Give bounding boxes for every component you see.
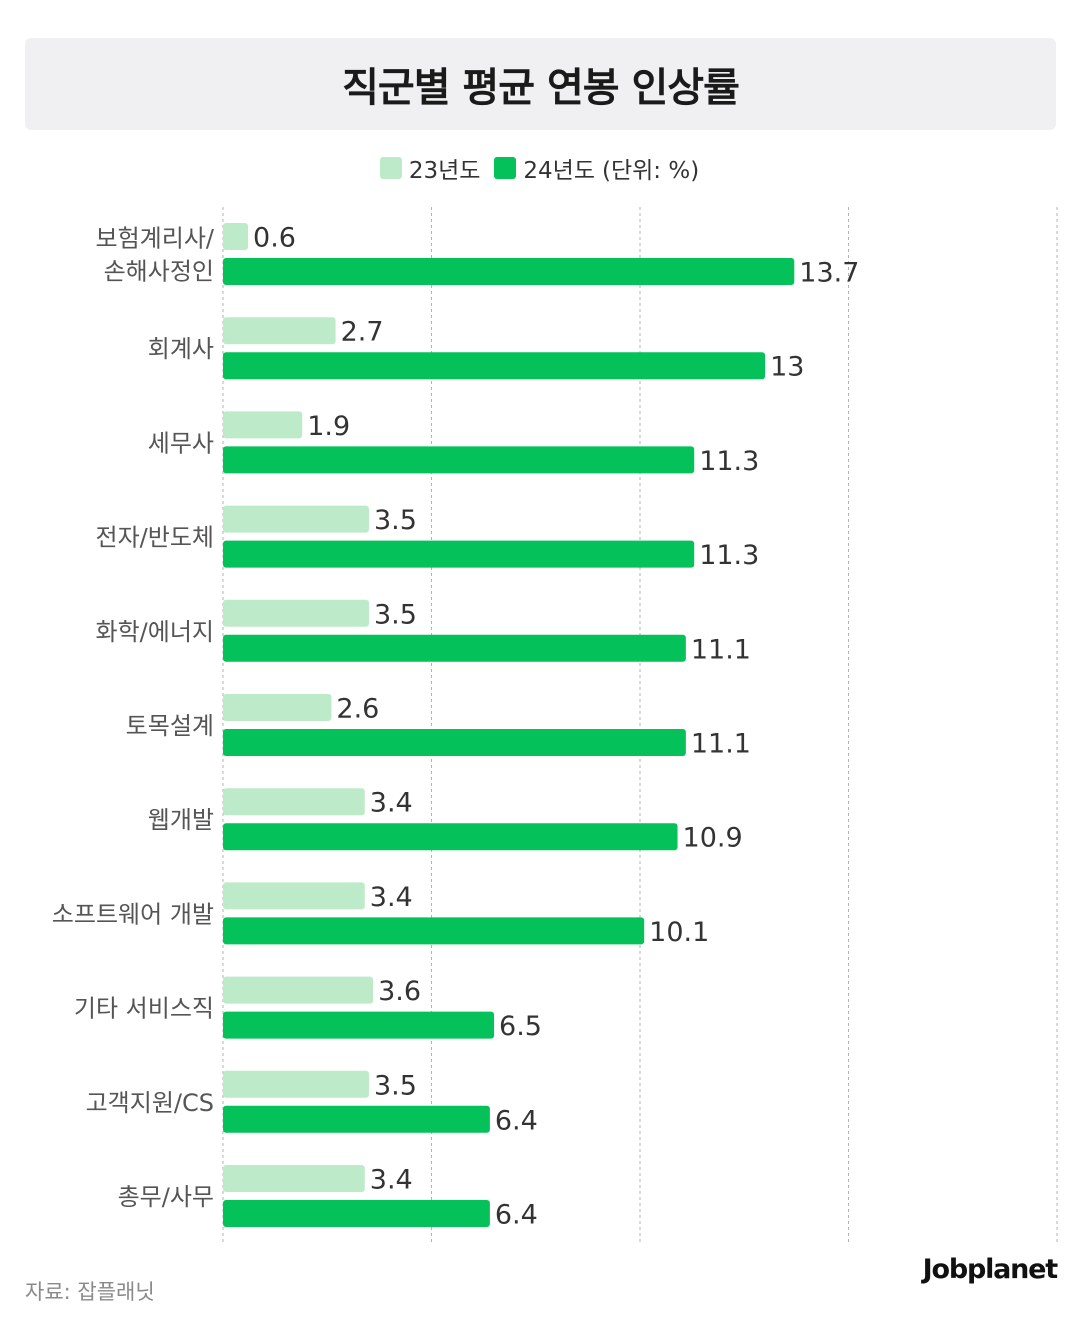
category-label-5: 토목설계 [126, 712, 214, 740]
category-label-6: 웹개발 [148, 806, 214, 834]
category-label-1: 회계사 [148, 335, 214, 363]
legend-unit: (단위: %) [602, 158, 700, 184]
value-label-23-3: 3.5 [374, 505, 417, 536]
value-label-23-9: 3.5 [374, 1070, 417, 1101]
value-label-24-7: 10.1 [649, 917, 709, 948]
bar-24-6 [223, 823, 678, 851]
value-label-24-5: 11.1 [691, 729, 751, 760]
bar-23-0 [223, 223, 249, 250]
bar-24-4 [223, 634, 686, 662]
value-label-23-6: 3.4 [370, 788, 413, 819]
bar-23-5 [223, 694, 332, 721]
bar-23-4 [223, 599, 369, 627]
bar-23-1 [223, 317, 336, 345]
value-label-23-10: 3.4 [370, 1165, 413, 1196]
bar-23-2 [223, 411, 303, 439]
category-label-0-1: 손해사정인 [104, 258, 214, 286]
bar-23-9 [223, 1070, 369, 1098]
bar-24-8 [223, 1011, 495, 1039]
value-label-24-1: 13 [770, 352, 804, 383]
value-label-24-0: 13.7 [799, 258, 859, 289]
category-label-2: 세무사 [148, 429, 214, 457]
legend-label-23: 23년도 [408, 158, 481, 184]
value-label-24-6: 10.9 [683, 823, 743, 854]
bar-24-9 [223, 1105, 490, 1133]
value-label-23-8: 3.6 [378, 976, 421, 1007]
bar-24-5 [223, 729, 686, 756]
value-label-23-1: 2.7 [341, 317, 384, 348]
category-label-8: 기타 서비스직 [74, 995, 214, 1023]
legend-item-24: 24년도 (단위: %) [494, 151, 699, 185]
chart-title: 직군별 평균 연봉 인상률 [342, 65, 740, 111]
category-label-0-0: 보험계리사/ [96, 225, 215, 253]
value-label-23-7: 3.4 [370, 882, 413, 913]
category-label-9: 고객지원/CS [86, 1089, 214, 1117]
bar-24-10 [223, 1200, 490, 1227]
category-label-3: 전자/반도체 [96, 524, 215, 552]
bar-24-7 [223, 917, 645, 945]
source-note: 자료: 잡플래닛 [25, 1280, 155, 1304]
legend-item-23: 23년도 [379, 151, 481, 185]
bar-23-6 [223, 788, 365, 816]
bar-24-2 [223, 446, 695, 474]
value-label-23-5: 2.6 [336, 694, 379, 725]
value-label-24-10: 6.4 [495, 1200, 538, 1231]
bar-23-8 [223, 976, 374, 1004]
bar-24-1 [223, 352, 766, 380]
bar-24-3 [223, 540, 695, 568]
bar-23-10 [223, 1165, 365, 1192]
bar-24-0 [223, 258, 795, 285]
legend-swatch-23 [379, 157, 402, 179]
title-box: 직군별 평균 연봉 인상률 [25, 38, 1056, 130]
value-label-24-9: 6.4 [495, 1105, 538, 1136]
value-label-23-2: 1.9 [307, 411, 350, 442]
value-label-23-0: 0.6 [253, 223, 296, 254]
bar-23-3 [223, 505, 369, 533]
bar-23-7 [223, 882, 365, 910]
category-label-7: 소프트웨어 개발 [52, 900, 214, 928]
value-label-24-2: 11.3 [699, 446, 759, 477]
legend-swatch-24 [494, 157, 517, 179]
jobplanet-logo: Jobplanet [922, 1254, 1059, 1285]
value-label-24-4: 11.1 [691, 634, 751, 665]
value-label-24-3: 11.3 [699, 540, 759, 571]
category-label-10: 총무/사무 [118, 1183, 214, 1211]
legend-label-24: 24년도 [523, 158, 595, 184]
category-label-4: 화학/에너지 [96, 618, 215, 646]
value-label-23-4: 3.5 [374, 599, 417, 630]
legend: 23년도 24년도 (단위: %) [0, 150, 1079, 186]
value-label-24-8: 6.5 [499, 1011, 542, 1042]
